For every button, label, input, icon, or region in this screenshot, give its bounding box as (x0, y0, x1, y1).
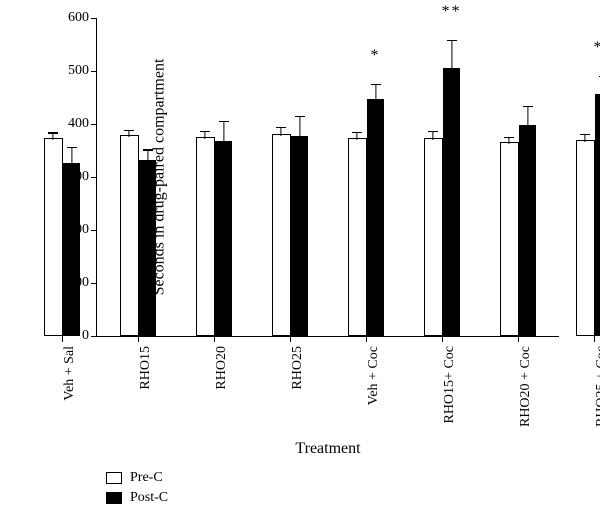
y-tick-label: 0 (82, 328, 97, 344)
bar-pre (272, 134, 291, 336)
error-bar (584, 135, 585, 142)
bar-post (63, 163, 80, 336)
y-tick-label: 400 (68, 116, 97, 132)
error-bar (204, 132, 205, 139)
x-axis-title: Treatment (295, 440, 360, 458)
error-bar (375, 85, 376, 98)
x-tick-label: RHO20 + Coc (518, 346, 534, 427)
error-cap (295, 116, 305, 117)
y-tick-label: 600 (68, 10, 97, 26)
error-bar (223, 122, 224, 141)
error-cap (200, 131, 210, 132)
legend-item: Post-C (106, 490, 168, 506)
error-bar (527, 107, 528, 125)
legend-swatch (106, 492, 122, 504)
error-cap (352, 132, 362, 133)
bar-pre (348, 138, 367, 336)
legend-label: Pre-C (130, 470, 163, 486)
x-tick-label: RHO15+ Coc (442, 346, 458, 424)
error-bar (71, 148, 72, 163)
error-bar (299, 117, 300, 136)
error-cap (48, 132, 58, 133)
error-bar (432, 132, 433, 140)
legend-swatch (106, 472, 122, 484)
significance-marker: * (371, 47, 381, 65)
bar-post (443, 68, 460, 336)
x-tick-label: Veh + Coc (366, 346, 382, 405)
bar-pre (120, 135, 139, 336)
legend: Pre-C Post-C (106, 470, 168, 510)
error-cap (580, 134, 590, 135)
error-bar (508, 138, 509, 144)
bar-post (215, 141, 232, 336)
chart-plot-area: Seconds in drug-paired compartment Treat… (96, 18, 559, 337)
legend-item: Pre-C (106, 470, 168, 486)
bar-pre (424, 138, 443, 336)
error-bar (356, 133, 357, 140)
error-cap (67, 147, 77, 148)
x-tick-label: RHO20 (214, 346, 230, 390)
error-cap (371, 84, 381, 85)
error-cap (523, 106, 533, 107)
error-cap (447, 40, 457, 41)
error-bar (52, 134, 53, 140)
error-cap (428, 131, 438, 132)
x-tick-label: RHO15 (138, 346, 154, 390)
bar-post (291, 136, 308, 336)
error-bar (451, 41, 452, 68)
x-tick-label: Veh + Sal (62, 346, 78, 401)
x-tick-label: RHO25 (290, 346, 306, 390)
legend-label: Post-C (130, 490, 168, 506)
error-bar (128, 131, 129, 137)
error-bar (147, 151, 148, 161)
error-cap (124, 130, 134, 131)
error-cap (504, 137, 514, 138)
bar-pre (500, 142, 519, 336)
significance-marker: ** (442, 3, 462, 21)
significance-marker: ** (594, 39, 600, 57)
bar-post (367, 99, 384, 336)
error-cap (276, 127, 286, 128)
bar-pre (196, 137, 215, 336)
bar-post (519, 125, 536, 336)
error-cap (143, 149, 153, 150)
bar-pre (44, 138, 63, 336)
bar-post (595, 94, 600, 336)
error-cap (219, 121, 229, 122)
bar-post (139, 160, 156, 336)
y-tick-label: 500 (68, 63, 97, 79)
x-tick-label: RHO25 + Coc (594, 346, 600, 427)
error-bar (280, 128, 281, 136)
bar-pre (576, 140, 595, 336)
